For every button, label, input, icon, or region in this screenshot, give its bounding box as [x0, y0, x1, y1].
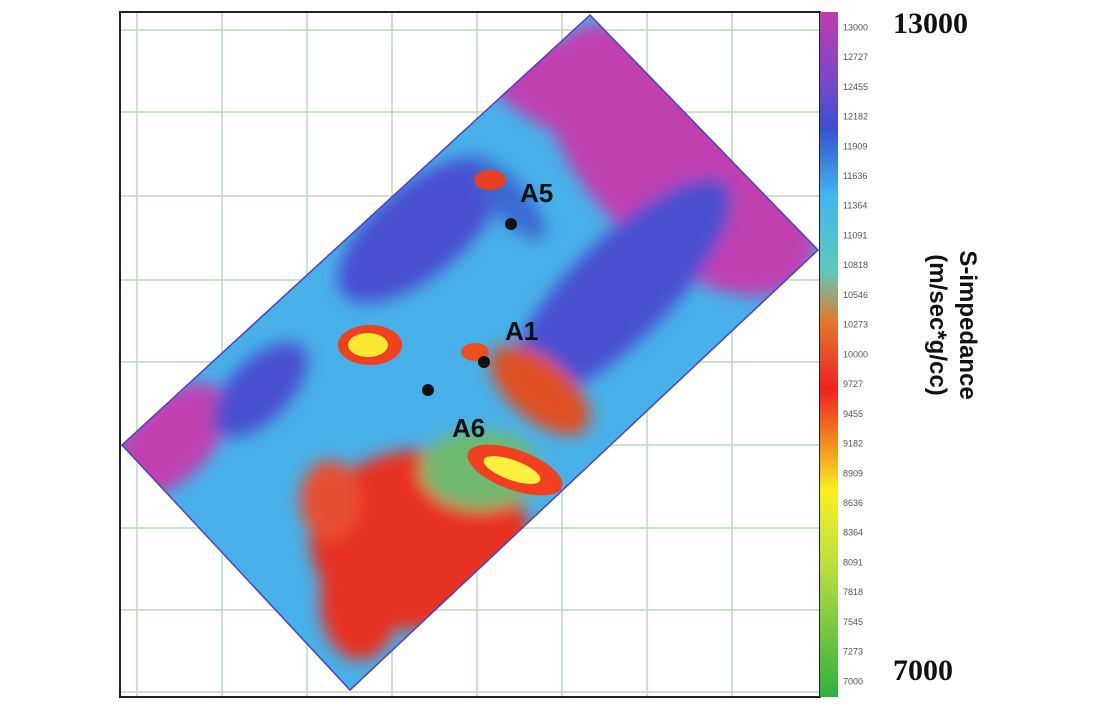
- well-marker: [422, 384, 434, 396]
- colorbar-tick-label: 12182: [843, 112, 868, 122]
- colorbar-tick-label: 8636: [843, 498, 863, 508]
- colorbar-tick-label: 10818: [843, 260, 868, 270]
- colorbar-tick-label: 9182: [843, 439, 863, 449]
- colorbar-tick-label: 8364: [843, 528, 863, 538]
- colorbar-title-line: (m/sec*g/cc): [924, 254, 951, 395]
- well-label: A5: [520, 178, 553, 208]
- colorbar-tick-label: 7545: [843, 617, 863, 627]
- well-label: A6: [452, 413, 485, 443]
- colorbar-tick-label: 9727: [843, 379, 863, 389]
- colorbar-tick-label: 10546: [843, 290, 868, 300]
- colorbar-tick-label: 10000: [843, 349, 868, 359]
- colorbar-tick-label: 10273: [843, 320, 868, 330]
- well-marker: [505, 218, 517, 230]
- colorbar-max: 13000: [893, 7, 968, 40]
- survey-outline: [120, 13, 820, 692]
- colorbar-tick-label: 12455: [843, 82, 868, 92]
- colorbar: [820, 12, 838, 697]
- colorbar-min: 7000: [893, 654, 953, 687]
- colorbar-tick-label: 12727: [843, 52, 868, 62]
- colorbar-tick-label: 7273: [843, 647, 863, 657]
- well-label: A1: [505, 316, 538, 346]
- colorbar-tick-label: 11364: [843, 201, 867, 211]
- colorbar-tick-label: 8909: [843, 468, 863, 478]
- colorbar-tick-label: 11909: [843, 141, 867, 151]
- colorbar-tick-label: 11636: [843, 171, 867, 181]
- colorbar-tick-label: 9455: [843, 409, 863, 419]
- well-marker: [478, 356, 490, 368]
- colorbar-tick-label: 8091: [843, 557, 863, 567]
- colorbar-title-line: S-impedance: [954, 250, 981, 399]
- impedance-map: [122, 15, 818, 690]
- colorbar-tick-label: 7818: [843, 587, 863, 597]
- colorbar-tick-label: 13000: [843, 22, 868, 32]
- colorbar-tick-label: 11091: [843, 230, 867, 240]
- colorbar-tick-label: 7000: [843, 676, 863, 686]
- colorbar-title: S-impedance (m/sec*g/cc): [924, 250, 981, 399]
- colorbar-ticks: 13000 12727 12455 12182 11909 11636 11364 11091…: [843, 22, 868, 686]
